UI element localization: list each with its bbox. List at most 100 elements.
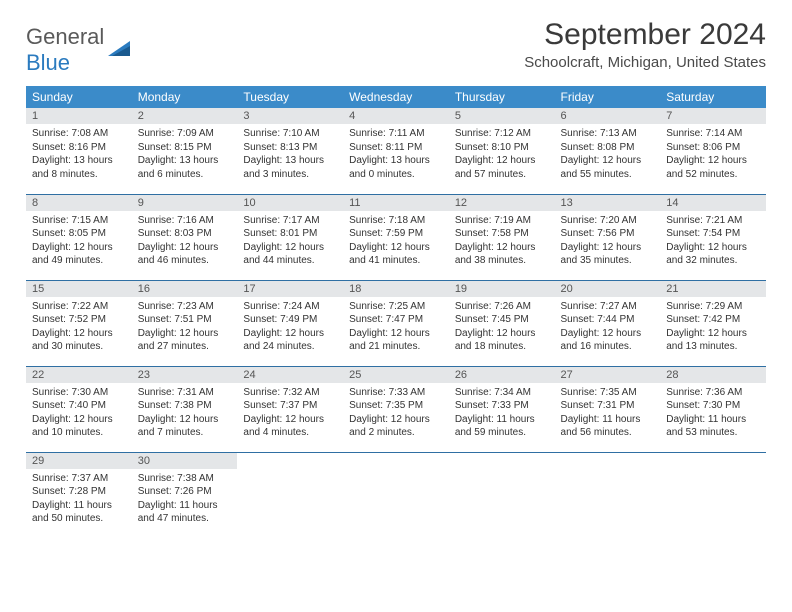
sunrise-line: Sunrise: 7:30 AM	[32, 386, 126, 400]
daylight-line: Daylight: 12 hours and 35 minutes.	[561, 241, 655, 268]
sunrise-line: Sunrise: 7:21 AM	[666, 214, 760, 228]
calendar-cell: 7Sunrise: 7:14 AMSunset: 8:06 PMDaylight…	[660, 108, 766, 194]
day-number: 20	[555, 281, 661, 297]
day-details: Sunrise: 7:31 AMSunset: 7:38 PMDaylight:…	[132, 383, 238, 444]
calendar-cell: 17Sunrise: 7:24 AMSunset: 7:49 PMDayligh…	[237, 280, 343, 366]
daylight-line: Daylight: 13 hours and 8 minutes.	[32, 154, 126, 181]
day-header: Thursday	[449, 86, 555, 108]
calendar-cell: 26Sunrise: 7:34 AMSunset: 7:33 PMDayligh…	[449, 366, 555, 452]
sunrise-line: Sunrise: 7:33 AM	[349, 386, 443, 400]
sunrise-line: Sunrise: 7:11 AM	[349, 127, 443, 141]
day-number: 9	[132, 195, 238, 211]
day-number: 10	[237, 195, 343, 211]
day-details: Sunrise: 7:18 AMSunset: 7:59 PMDaylight:…	[343, 211, 449, 272]
day-number: 17	[237, 281, 343, 297]
sunset-line: Sunset: 7:54 PM	[666, 227, 760, 241]
daylight-line: Daylight: 12 hours and 41 minutes.	[349, 241, 443, 268]
sunrise-line: Sunrise: 7:10 AM	[243, 127, 337, 141]
sunset-line: Sunset: 7:28 PM	[32, 485, 126, 499]
day-header: Wednesday	[343, 86, 449, 108]
sunset-line: Sunset: 7:47 PM	[349, 313, 443, 327]
calendar-cell: 25Sunrise: 7:33 AMSunset: 7:35 PMDayligh…	[343, 366, 449, 452]
day-number: 15	[26, 281, 132, 297]
day-details: Sunrise: 7:33 AMSunset: 7:35 PMDaylight:…	[343, 383, 449, 444]
logo: General Blue	[26, 24, 134, 76]
daylight-line: Daylight: 13 hours and 0 minutes.	[349, 154, 443, 181]
daylight-line: Daylight: 11 hours and 47 minutes.	[138, 499, 232, 526]
day-details: Sunrise: 7:09 AMSunset: 8:15 PMDaylight:…	[132, 124, 238, 185]
day-number: 19	[449, 281, 555, 297]
daylight-line: Daylight: 12 hours and 18 minutes.	[455, 327, 549, 354]
day-header: Sunday	[26, 86, 132, 108]
day-header: Saturday	[660, 86, 766, 108]
daylight-line: Daylight: 12 hours and 13 minutes.	[666, 327, 760, 354]
sunrise-line: Sunrise: 7:26 AM	[455, 300, 549, 314]
sunrise-line: Sunrise: 7:12 AM	[455, 127, 549, 141]
sunrise-line: Sunrise: 7:09 AM	[138, 127, 232, 141]
daylight-line: Daylight: 12 hours and 27 minutes.	[138, 327, 232, 354]
calendar-cell: 23Sunrise: 7:31 AMSunset: 7:38 PMDayligh…	[132, 366, 238, 452]
sunrise-line: Sunrise: 7:29 AM	[666, 300, 760, 314]
sunset-line: Sunset: 7:37 PM	[243, 399, 337, 413]
day-details: Sunrise: 7:08 AMSunset: 8:16 PMDaylight:…	[26, 124, 132, 185]
daylight-line: Daylight: 12 hours and 2 minutes.	[349, 413, 443, 440]
sunset-line: Sunset: 8:10 PM	[455, 141, 549, 155]
sunset-line: Sunset: 7:49 PM	[243, 313, 337, 327]
day-number: 4	[343, 108, 449, 124]
sunset-line: Sunset: 8:11 PM	[349, 141, 443, 155]
logo-text: General Blue	[26, 24, 104, 76]
sunset-line: Sunset: 7:45 PM	[455, 313, 549, 327]
daylight-line: Daylight: 12 hours and 55 minutes.	[561, 154, 655, 181]
sunset-line: Sunset: 7:59 PM	[349, 227, 443, 241]
day-details: Sunrise: 7:26 AMSunset: 7:45 PMDaylight:…	[449, 297, 555, 358]
day-number: 21	[660, 281, 766, 297]
daylight-line: Daylight: 12 hours and 30 minutes.	[32, 327, 126, 354]
calendar-cell: 6Sunrise: 7:13 AMSunset: 8:08 PMDaylight…	[555, 108, 661, 194]
sunset-line: Sunset: 7:56 PM	[561, 227, 655, 241]
day-number: 8	[26, 195, 132, 211]
day-details: Sunrise: 7:20 AMSunset: 7:56 PMDaylight:…	[555, 211, 661, 272]
daylight-line: Daylight: 12 hours and 16 minutes.	[561, 327, 655, 354]
daylight-line: Daylight: 13 hours and 3 minutes.	[243, 154, 337, 181]
day-details: Sunrise: 7:24 AMSunset: 7:49 PMDaylight:…	[237, 297, 343, 358]
day-number: 28	[660, 367, 766, 383]
day-number: 23	[132, 367, 238, 383]
calendar-cell: 29Sunrise: 7:37 AMSunset: 7:28 PMDayligh…	[26, 452, 132, 538]
day-number: 27	[555, 367, 661, 383]
day-header: Tuesday	[237, 86, 343, 108]
sunrise-line: Sunrise: 7:13 AM	[561, 127, 655, 141]
day-number: 16	[132, 281, 238, 297]
day-details: Sunrise: 7:11 AMSunset: 8:11 PMDaylight:…	[343, 124, 449, 185]
sunset-line: Sunset: 8:13 PM	[243, 141, 337, 155]
calendar-table: SundayMondayTuesdayWednesdayThursdayFrid…	[26, 86, 766, 538]
day-number: 5	[449, 108, 555, 124]
day-details: Sunrise: 7:21 AMSunset: 7:54 PMDaylight:…	[660, 211, 766, 272]
sunrise-line: Sunrise: 7:14 AM	[666, 127, 760, 141]
daylight-line: Daylight: 12 hours and 21 minutes.	[349, 327, 443, 354]
calendar-cell: 13Sunrise: 7:20 AMSunset: 7:56 PMDayligh…	[555, 194, 661, 280]
page-title: September 2024	[524, 18, 766, 52]
location-subtitle: Schoolcraft, Michigan, United States	[524, 54, 766, 71]
sunrise-line: Sunrise: 7:36 AM	[666, 386, 760, 400]
daylight-line: Daylight: 12 hours and 7 minutes.	[138, 413, 232, 440]
calendar-cell: 28Sunrise: 7:36 AMSunset: 7:30 PMDayligh…	[660, 366, 766, 452]
sunrise-line: Sunrise: 7:37 AM	[32, 472, 126, 486]
day-number: 29	[26, 453, 132, 469]
calendar-cell: 19Sunrise: 7:26 AMSunset: 7:45 PMDayligh…	[449, 280, 555, 366]
calendar-cell: 21Sunrise: 7:29 AMSunset: 7:42 PMDayligh…	[660, 280, 766, 366]
logo-triangle-icon	[108, 38, 134, 63]
calendar-cell: 4Sunrise: 7:11 AMSunset: 8:11 PMDaylight…	[343, 108, 449, 194]
sunrise-line: Sunrise: 7:17 AM	[243, 214, 337, 228]
sunset-line: Sunset: 8:08 PM	[561, 141, 655, 155]
day-details: Sunrise: 7:34 AMSunset: 7:33 PMDaylight:…	[449, 383, 555, 444]
sunrise-line: Sunrise: 7:31 AM	[138, 386, 232, 400]
calendar-cell: 9Sunrise: 7:16 AMSunset: 8:03 PMDaylight…	[132, 194, 238, 280]
sunrise-line: Sunrise: 7:18 AM	[349, 214, 443, 228]
calendar-cell: 12Sunrise: 7:19 AMSunset: 7:58 PMDayligh…	[449, 194, 555, 280]
daylight-line: Daylight: 11 hours and 56 minutes.	[561, 413, 655, 440]
sunset-line: Sunset: 7:33 PM	[455, 399, 549, 413]
daylight-line: Daylight: 11 hours and 53 minutes.	[666, 413, 760, 440]
day-details: Sunrise: 7:32 AMSunset: 7:37 PMDaylight:…	[237, 383, 343, 444]
daylight-line: Daylight: 12 hours and 10 minutes.	[32, 413, 126, 440]
calendar-cell: 3Sunrise: 7:10 AMSunset: 8:13 PMDaylight…	[237, 108, 343, 194]
